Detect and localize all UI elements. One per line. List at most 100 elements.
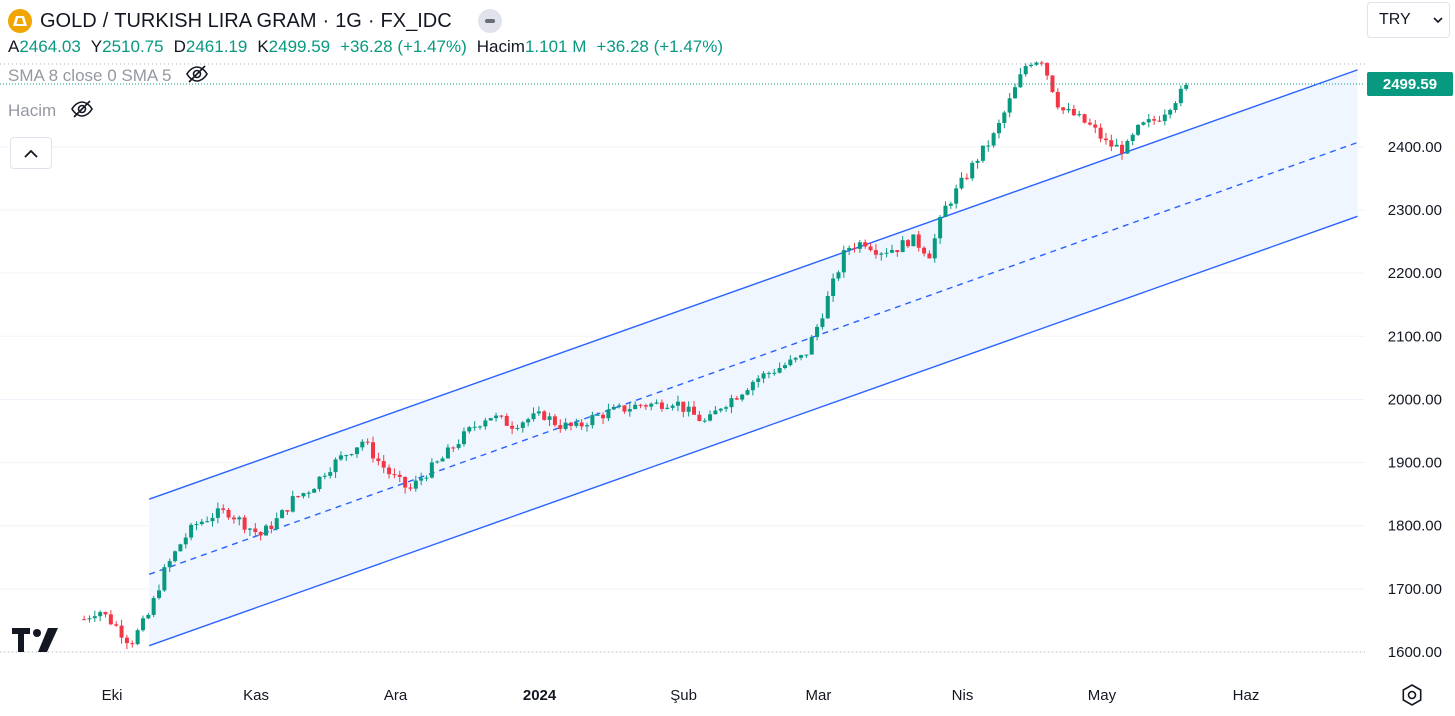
candle-body [82, 619, 87, 621]
candle-body [1098, 127, 1103, 139]
candle-body [873, 250, 878, 255]
candle [836, 270, 841, 281]
candle [1184, 82, 1189, 91]
collapse-legend-button[interactable] [10, 137, 52, 169]
change-value: +36.28 (+1.47%) [340, 37, 467, 56]
sma-indicator-label: SMA 8 close 0 SMA 5 [8, 66, 172, 85]
candle [344, 454, 349, 461]
candle-body [916, 234, 921, 248]
market-status-icon[interactable] [477, 9, 502, 33]
candle [1152, 115, 1157, 125]
channel-lower-line[interactable] [148, 215, 1358, 647]
candle-body [750, 381, 755, 391]
exchange-label: FX_IDC [380, 9, 452, 32]
candle-body [574, 422, 579, 426]
candle-body [772, 372, 777, 374]
candle-body [381, 461, 386, 468]
time-tick-label: Mar [806, 687, 832, 704]
candle [467, 426, 472, 434]
candle-body [1141, 122, 1146, 125]
candle-body [103, 612, 108, 615]
candle-body [831, 278, 836, 297]
candle [970, 160, 975, 181]
candle-body [1146, 119, 1151, 123]
volume-indicator-label: Hacim [8, 101, 57, 120]
candle [954, 184, 959, 209]
chevron-down-icon [1433, 16, 1443, 23]
time-tick-label: Eki [102, 687, 123, 704]
candle [782, 362, 787, 370]
candle-body [1157, 120, 1162, 122]
candle [1077, 110, 1082, 117]
candle [140, 615, 145, 632]
candle-body [729, 398, 734, 408]
candle [536, 406, 541, 416]
channel-upper-line[interactable] [148, 69, 1358, 500]
candle [231, 515, 236, 524]
candle [1093, 120, 1098, 134]
channel-mid-line[interactable] [148, 141, 1358, 575]
hidden-eye-icon[interactable] [70, 99, 94, 123]
candle [151, 595, 156, 618]
candle-body [221, 508, 226, 510]
sma-indicator-row[interactable]: SMA 8 close 0 SMA 5 [8, 64, 733, 88]
candle-body [799, 355, 804, 358]
candle-body [659, 402, 664, 409]
candle-body [285, 510, 290, 512]
candle [713, 406, 718, 415]
time-axis[interactable]: Eki Kas Ara 2024 Şub Mar Nis May Haz [102, 687, 1260, 704]
candle [301, 492, 306, 499]
candle-body [296, 496, 301, 498]
candle-body [488, 418, 493, 421]
candle-body [408, 487, 413, 489]
price-tick-label: 2400.00 [1388, 139, 1442, 156]
tradingview-logo[interactable] [12, 628, 60, 657]
candle-body [884, 252, 889, 254]
candle-body [178, 544, 183, 552]
candle-body [932, 238, 937, 259]
time-tick-label: Haz [1233, 687, 1260, 704]
candle-body [1162, 114, 1167, 122]
candle [568, 421, 573, 431]
candle-body [472, 426, 477, 428]
candle-body [371, 442, 376, 459]
volume-label: Hacim [476, 37, 525, 56]
candle [863, 239, 868, 249]
candle-body [638, 404, 643, 406]
time-tick-label: May [1088, 687, 1117, 704]
candle [221, 504, 226, 514]
candle [1162, 109, 1167, 126]
candle [237, 515, 242, 526]
candle-body [617, 405, 622, 407]
price-axis[interactable]: 2400.00 2300.00 2200.00 2100.00 2000.00 1900.… [1388, 139, 1442, 661]
candle-body [954, 188, 959, 204]
currency-label: TRY [1379, 11, 1411, 28]
candle-body [290, 496, 295, 512]
symbol-title-row[interactable]: GOLD / TURKISH LIRA GRAM · 1G · FX_IDC [8, 8, 733, 34]
candle-body [900, 240, 905, 253]
candle [702, 418, 707, 423]
candle [1087, 118, 1092, 126]
candle [285, 510, 290, 516]
candle-body [889, 250, 894, 253]
hidden-eye-icon[interactable] [185, 64, 209, 88]
candle-body [601, 414, 606, 419]
currency-selector[interactable]: TRY [1367, 2, 1450, 38]
candle-body [237, 517, 242, 520]
chevron-up-icon [24, 149, 38, 158]
candle-body [247, 528, 252, 530]
candle [1066, 102, 1071, 113]
candle-body [1125, 141, 1130, 154]
candle [697, 410, 702, 422]
close-label: K [257, 37, 269, 56]
settings-icon[interactable] [1401, 684, 1423, 711]
candle-body [531, 413, 536, 420]
volume-indicator-row[interactable]: Hacim [8, 99, 733, 123]
candle-body [173, 551, 178, 562]
candle-body [467, 427, 472, 432]
candle [943, 201, 948, 218]
candle [360, 439, 365, 451]
regression-channel[interactable] [148, 69, 1358, 647]
candle-body [1071, 108, 1076, 116]
